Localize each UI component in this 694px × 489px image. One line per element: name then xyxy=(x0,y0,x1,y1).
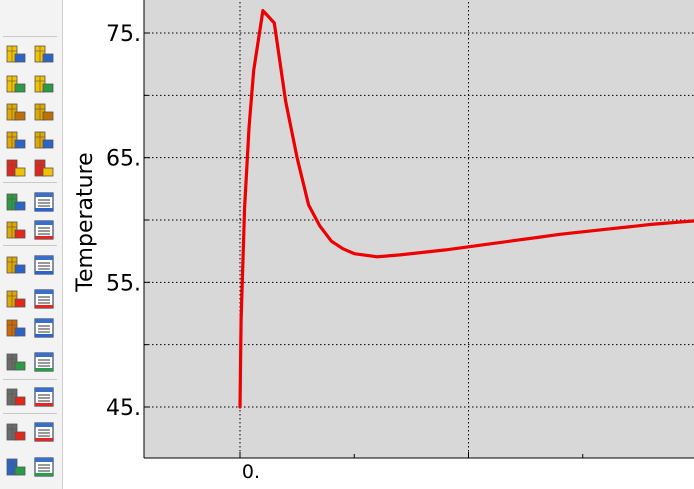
contour-options-button[interactable] xyxy=(32,100,56,124)
scale-factor-animation-button[interactable] xyxy=(32,190,56,214)
view-cut-manager-icon xyxy=(34,255,54,275)
plot-deformed-button[interactable] xyxy=(32,72,56,96)
report-options-icon xyxy=(34,289,54,309)
harmonic-animation-icon xyxy=(6,221,26,239)
toolbar-separator xyxy=(3,413,57,414)
y-tick-label: 55. xyxy=(106,271,141,296)
animation-options-icon xyxy=(34,220,54,240)
orientation-options-button[interactable] xyxy=(32,156,56,180)
create-xy-plot-icon xyxy=(6,45,26,63)
visualization-toolbox xyxy=(0,0,63,489)
create-xy-data-icon xyxy=(34,318,54,338)
x-tick-labels: 0. xyxy=(242,461,260,483)
plot-contours-icon xyxy=(6,103,26,121)
time-history-animation-button[interactable] xyxy=(4,190,28,214)
toolbar-separator xyxy=(3,245,57,246)
series-layer xyxy=(238,9,694,409)
x-tick-label: 0. xyxy=(242,461,260,483)
xy-data-manager-icon xyxy=(34,45,54,63)
free-body-cut-button[interactable] xyxy=(4,350,28,374)
toolbar-separator xyxy=(3,36,57,37)
toolbar-separator xyxy=(3,182,57,183)
y-tick-label: 65. xyxy=(106,147,141,172)
stream-manager-icon xyxy=(34,457,54,477)
symbol-options-icon xyxy=(34,131,54,149)
scale-factor-animation-icon xyxy=(34,192,54,212)
common-plot-options-icon xyxy=(6,388,26,406)
plot-deformed-icon xyxy=(34,75,54,93)
view-cut-manager-button[interactable] xyxy=(32,253,56,277)
plot-material-orientations-button[interactable] xyxy=(4,156,28,180)
path-button[interactable] xyxy=(4,316,28,340)
grid-lines xyxy=(144,0,694,458)
plot-material-orientations-icon xyxy=(6,159,26,177)
view-cut-icon xyxy=(6,256,26,274)
probe-values-button[interactable] xyxy=(4,287,28,311)
animation-options-button[interactable] xyxy=(32,218,56,242)
report-options-button[interactable] xyxy=(32,287,56,311)
y-axis-title: Temperature xyxy=(73,152,98,292)
stream-plot-button[interactable] xyxy=(4,455,28,479)
harmonic-animation-button[interactable] xyxy=(4,218,28,242)
overlay-manager-icon xyxy=(34,422,54,442)
create-xy-plot-button[interactable] xyxy=(4,42,28,66)
plot-symbols-icon xyxy=(6,131,26,149)
plot-undeformed-icon xyxy=(6,75,26,93)
axis-ticks xyxy=(144,32,584,458)
contour-options-icon xyxy=(34,103,54,121)
plot-undeformed-button[interactable] xyxy=(4,72,28,96)
stream-manager-button[interactable] xyxy=(32,455,56,479)
free-body-manager-icon xyxy=(34,352,54,372)
y-tick-labels: 45. 55. 65. 75. xyxy=(106,22,141,421)
plot-symbols-button[interactable] xyxy=(4,128,28,152)
free-body-manager-button[interactable] xyxy=(32,350,56,374)
common-options-manager-icon xyxy=(34,387,54,407)
y-tick-label: 45. xyxy=(106,396,141,421)
view-cut-button[interactable] xyxy=(4,253,28,277)
temperature-series-line xyxy=(238,9,694,409)
overlay-plot-button[interactable] xyxy=(4,420,28,444)
orientation-options-icon xyxy=(34,159,54,177)
create-xy-data-button[interactable] xyxy=(32,316,56,340)
probe-values-icon xyxy=(6,290,26,308)
symbol-options-button[interactable] xyxy=(32,128,56,152)
stream-plot-icon xyxy=(6,458,26,476)
xy-data-manager-button[interactable] xyxy=(32,42,56,66)
plot-contours-button[interactable] xyxy=(4,100,28,124)
free-body-cut-icon xyxy=(6,353,26,371)
toolbar-separator xyxy=(3,379,57,380)
y-tick-label: 75. xyxy=(106,22,141,47)
overlay-manager-button[interactable] xyxy=(32,420,56,444)
time-history-animation-icon xyxy=(6,193,26,211)
common-options-manager-button[interactable] xyxy=(32,385,56,409)
overlay-plot-icon xyxy=(6,423,26,441)
path-icon xyxy=(6,319,26,337)
common-plot-options-button[interactable] xyxy=(4,385,28,409)
